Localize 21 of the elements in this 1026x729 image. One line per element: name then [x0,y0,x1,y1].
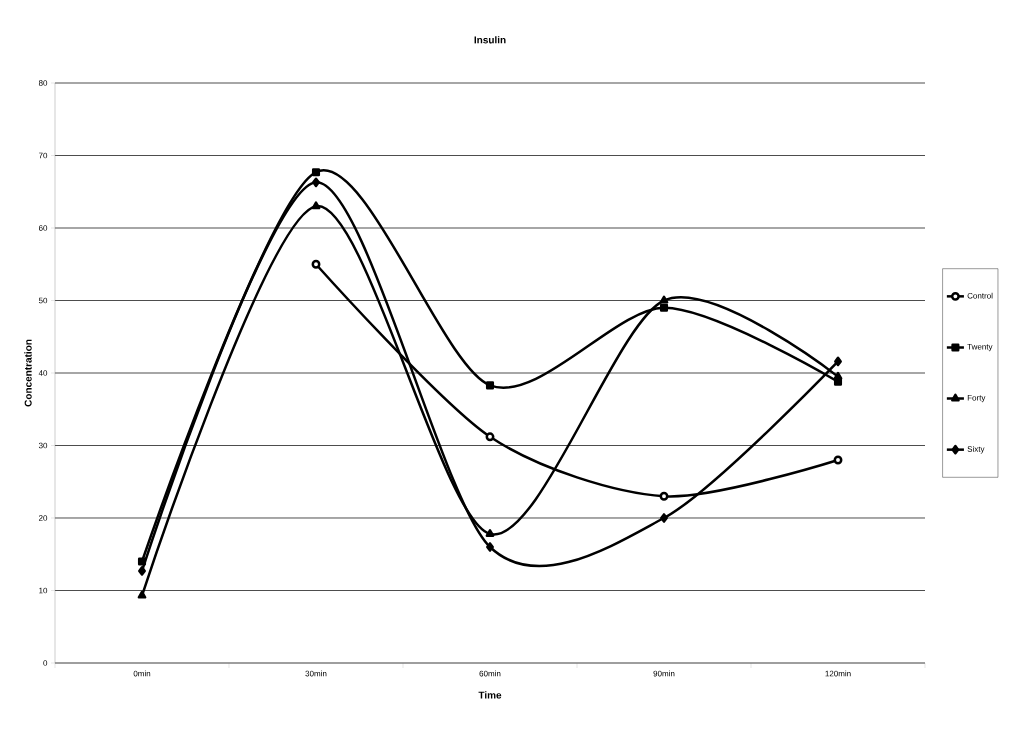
x-tick-label: 120min [825,670,851,677]
legend-label: Control [967,292,993,299]
x-tick-label: 60min [479,670,501,677]
x-tick-label: 90min [653,670,675,677]
y-tick-label: 30 [38,442,48,449]
y-tick-label: 10 [39,587,48,594]
y-tick-label: 80 [38,80,48,86]
y-tick-label: 0 [43,660,48,666]
x-axis-title: Time [478,691,502,699]
chart-title: Insulin [474,36,506,44]
y-tick-label: 20 [38,515,48,521]
y-tick-label: 60 [38,225,48,231]
x-tick-label: 30min [305,670,327,677]
y-tick-label: 70 [38,152,48,159]
y-axis-title: Concentration [24,339,32,407]
legend-label: Twenty [967,344,993,352]
y-tick-label: 50 [38,297,48,304]
legend-label: Sixty [967,446,985,454]
x-tick-label: 0min [133,670,151,677]
y-tick-label: 40 [38,370,48,376]
legend-label: Forty [967,395,986,403]
